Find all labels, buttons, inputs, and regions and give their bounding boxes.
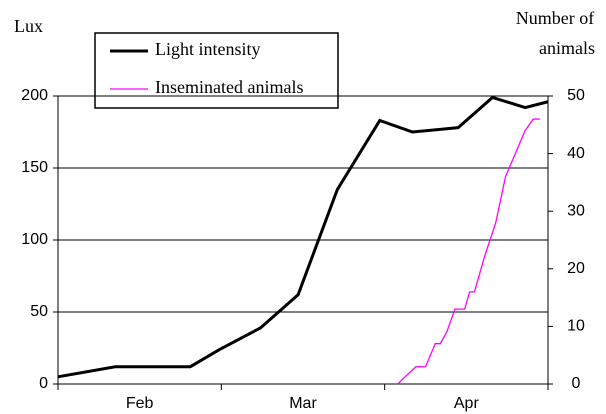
y2-tick-label: 50 [567,87,585,104]
y-tick-label: 50 [30,303,48,320]
y-tick-label: 200 [21,87,48,104]
legend-label: Inseminated animals [155,77,303,97]
y-tick-label: 0 [39,375,48,392]
y-axis-label: Lux [14,16,43,36]
data-line [57,95,549,379]
y2-tick-label: 10 [567,318,585,335]
y2-axis-label: animals [539,38,595,58]
y2-tick-label: 0 [572,375,581,392]
y2-tick-label: 20 [567,260,585,277]
y-tick-label: 100 [21,231,48,248]
y2-tick-label: 40 [567,145,585,162]
legend-label: Light intensity [155,39,261,59]
y-tick-label: 150 [21,159,48,176]
data-line [397,118,540,385]
y2-tick-label: 30 [567,202,585,219]
x-tick-label: Mar [289,395,317,412]
x-tick-label: Feb [126,395,154,412]
y2-axis-label: Number of [516,8,594,28]
x-tick-label: Apr [454,395,480,412]
